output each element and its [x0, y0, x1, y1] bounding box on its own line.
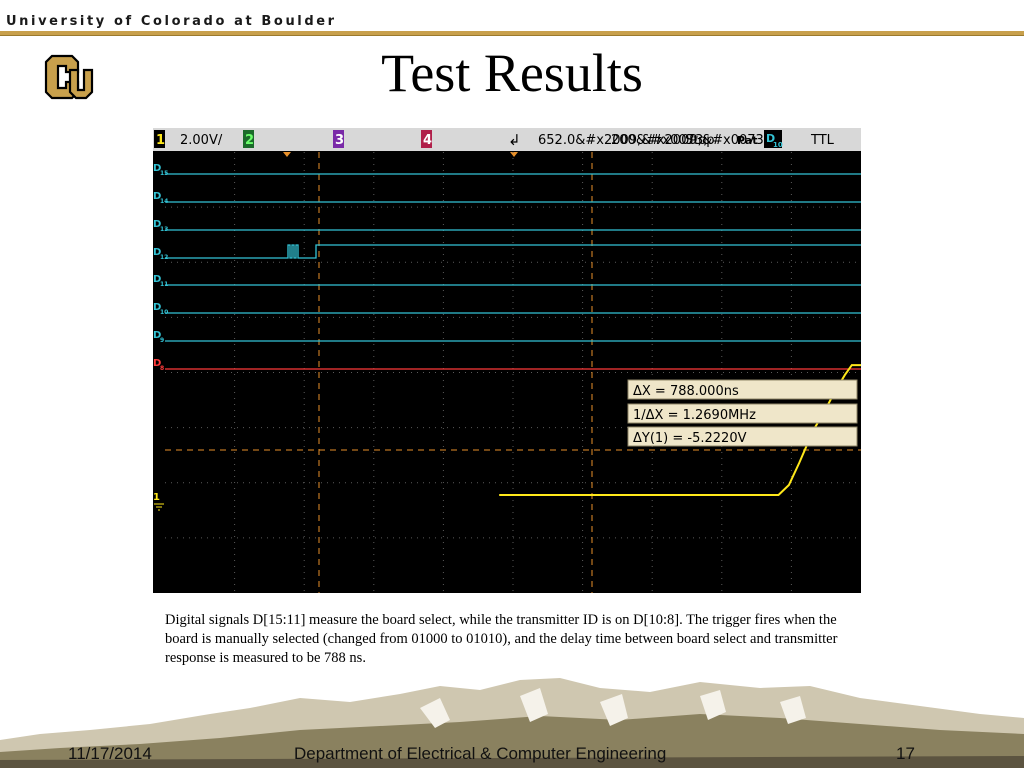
- time-per-div: 200&#x2009;&#x0073;/: [611, 133, 773, 148]
- digital-channel-sub: 8: [160, 365, 164, 372]
- ch2-number: 2: [245, 133, 254, 148]
- trigger-source-badge: [764, 130, 782, 148]
- ch3-number: 3: [335, 133, 344, 148]
- digital-channel-sub: 12: [160, 254, 168, 261]
- oscilloscope-screen: 1 2.00V/2 3 4 ↲ 652.0&#x2009;&#x0073; 200&#x20…: [153, 128, 861, 593]
- digital-channel-label: D: [153, 302, 161, 313]
- ch3-badge: [333, 130, 344, 148]
- trigger-marker-icon: ↲: [508, 131, 521, 149]
- measurement-readout: ΔX = 788.000ns: [633, 384, 739, 399]
- time-offset: 652.0&#x2009;&#x0073;: [538, 133, 708, 148]
- digital-channel-label: D: [153, 358, 161, 369]
- measurement-box: [627, 403, 858, 424]
- logic-level: TTL: [810, 133, 835, 148]
- cu-logo-icon: [44, 54, 94, 100]
- ch1-number: 1: [156, 133, 165, 148]
- measurement-readout: 1/ΔX = 1.2690MHz: [633, 408, 756, 423]
- university-banner: University of Colorado at Boulder: [6, 14, 337, 29]
- page-title: Test Results: [381, 43, 643, 103]
- caption: Digital signals D[15:11] measure the boa…: [165, 612, 838, 666]
- trigger-point-marker: [510, 152, 518, 157]
- trigger-source-letter: D: [766, 132, 775, 145]
- digital-channel-sub: 14: [160, 198, 168, 205]
- measurement-box: [627, 379, 858, 400]
- measurement-box: [627, 426, 858, 447]
- analog-channel-marker: 1: [153, 492, 160, 503]
- footer-page-number: 17: [896, 744, 915, 763]
- digital-channel-sub: 13: [160, 226, 168, 233]
- digital-channel-label: D: [153, 191, 161, 202]
- trigger-mode: Pat: [737, 134, 757, 147]
- digital-channel-label: D: [153, 247, 161, 258]
- digital-channel-sub: 9: [160, 337, 164, 344]
- digital-trace-d12: [165, 244, 861, 259]
- ground-icon: [154, 503, 164, 511]
- ch4-number: 4: [423, 133, 432, 148]
- measurement-readout: ΔY(1) = -5.2220V: [633, 431, 747, 446]
- digital-channel-label: D: [153, 219, 161, 230]
- digital-channel-sub: 10: [160, 309, 168, 316]
- ch2-badge: [243, 130, 254, 148]
- run-state: Stop: [685, 133, 715, 148]
- banner-rule: [0, 31, 1024, 36]
- ch4-badge: [421, 130, 432, 148]
- trigger-source-sub: 10: [773, 141, 783, 149]
- digital-channel-label: D: [153, 274, 161, 285]
- digital-channel-sub: 11: [160, 281, 168, 288]
- mountain-footer-graphic: [0, 678, 1024, 768]
- footer-date: 11/17/2014: [68, 744, 152, 763]
- ch1-badge: [154, 130, 165, 148]
- status-bar: [153, 128, 861, 151]
- digital-channel-label: D: [153, 163, 161, 174]
- time-reference-marker: [283, 152, 291, 157]
- footer-department: Department of Electrical & Computer Engi…: [294, 744, 667, 763]
- digital-channel-sub: 15: [160, 170, 168, 177]
- digital-channel-label: D: [153, 330, 161, 341]
- ch1-scale: 2.00V/: [180, 133, 223, 148]
